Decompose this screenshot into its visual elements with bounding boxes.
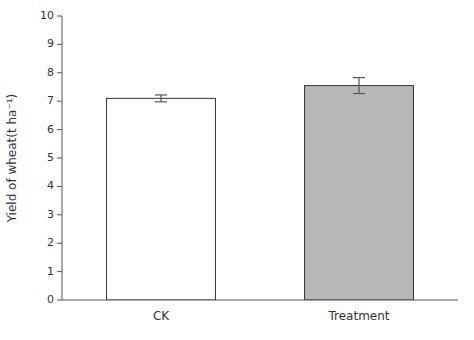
error-cap bbox=[155, 94, 167, 95]
y-tick-label: 7 bbox=[47, 94, 54, 107]
page: {"chart_data": {"type": "bar", "categori… bbox=[0, 0, 474, 340]
x-tick-label: CK bbox=[153, 309, 170, 323]
y-tick-label: 6 bbox=[47, 123, 54, 136]
y-tick bbox=[57, 214, 62, 215]
error-stem bbox=[358, 78, 359, 94]
y-tick-label: 9 bbox=[47, 37, 54, 50]
marks bbox=[107, 78, 414, 300]
bar bbox=[305, 86, 414, 300]
bar bbox=[107, 98, 216, 300]
y-tick-label: 4 bbox=[47, 179, 54, 192]
y-tick bbox=[57, 72, 62, 73]
error-cap bbox=[353, 77, 365, 78]
error-bar bbox=[155, 95, 167, 102]
y-tick bbox=[57, 129, 62, 130]
y-tick-label: 10 bbox=[40, 9, 54, 22]
chart: 0 1 2 3 4 5 6 7 8 9 10 Yield of wheat(t ha⁻¹) CK Trea… bbox=[0, 0, 474, 340]
x-axis-line bbox=[62, 300, 458, 301]
y-tick bbox=[57, 44, 62, 45]
y-tick-label: 2 bbox=[47, 236, 54, 249]
y-axis: 0 1 2 3 4 5 6 7 8 9 10 bbox=[40, 9, 62, 306]
error-bar bbox=[353, 78, 365, 94]
y-tick-label: 0 bbox=[47, 293, 54, 306]
y-axis-line bbox=[62, 16, 63, 300]
y-tick bbox=[57, 271, 62, 272]
y-tick bbox=[57, 300, 62, 301]
chart-container: 0 1 2 3 4 5 6 7 8 9 10 Yield of wheat(t ha⁻¹) CK Trea… bbox=[0, 0, 474, 340]
y-tick-label: 8 bbox=[47, 66, 54, 79]
y-tick-label: 3 bbox=[47, 208, 54, 221]
y-tick bbox=[57, 243, 62, 244]
y-tick bbox=[57, 158, 62, 159]
x-axis: CK Treatment bbox=[62, 300, 458, 323]
error-cap bbox=[353, 93, 365, 94]
error-cap bbox=[155, 101, 167, 102]
y-tick-label: 5 bbox=[47, 151, 54, 164]
error-stem bbox=[160, 95, 161, 102]
y-tick bbox=[57, 101, 62, 102]
x-tick-label: Treatment bbox=[327, 309, 389, 323]
y-axis-label: Yield of wheat(t ha⁻¹) bbox=[5, 94, 19, 224]
y-tick bbox=[57, 16, 62, 17]
y-tick bbox=[57, 186, 62, 187]
y-tick-label: 1 bbox=[47, 265, 54, 278]
